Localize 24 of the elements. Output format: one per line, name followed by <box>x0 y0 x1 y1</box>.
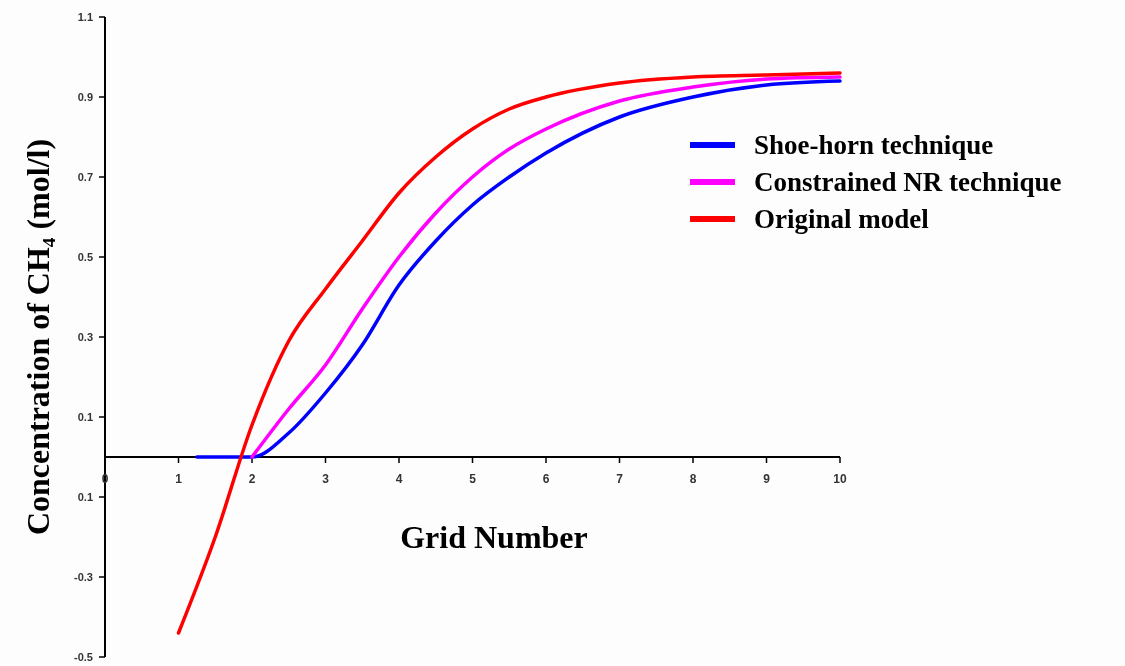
y-tick-label: 1.1 <box>77 10 93 23</box>
y-tick-label: 0.1 <box>77 410 93 423</box>
x-tick-label: 2 <box>248 472 256 487</box>
y-tick-label: 0.9 <box>77 90 93 103</box>
x-tick-label: 4 <box>395 472 403 487</box>
legend-label: Original model <box>754 204 930 235</box>
legend-label: Shoe-horn technique <box>754 130 994 161</box>
legend-label: Constrained NR technique <box>754 167 1062 198</box>
x-tick-label: 3 <box>322 472 330 487</box>
y-tick-label: -0.5 <box>74 650 93 663</box>
x-tick-label: 7 <box>616 472 624 487</box>
y-tick-label: 0.3 <box>77 330 93 343</box>
y-tick-label: 0.1 <box>77 490 93 503</box>
x-tick-label: 8 <box>689 472 697 487</box>
x-tick-label: 6 <box>542 472 550 487</box>
x-tick-label: 5 <box>469 472 477 487</box>
x-tick-label: 9 <box>763 472 771 487</box>
x-axis-title: Grid Number <box>400 519 588 556</box>
x-tick-label: 10 <box>833 472 847 487</box>
x-tick-label: 1 <box>175 472 183 487</box>
y-tick-label: 0.5 <box>77 250 93 263</box>
y-axis-title: Concentration of CH₄ (mol/l) <box>20 138 57 536</box>
y-tick-label: -0.3 <box>74 570 93 583</box>
y-tick-label: 0.7 <box>77 170 93 183</box>
